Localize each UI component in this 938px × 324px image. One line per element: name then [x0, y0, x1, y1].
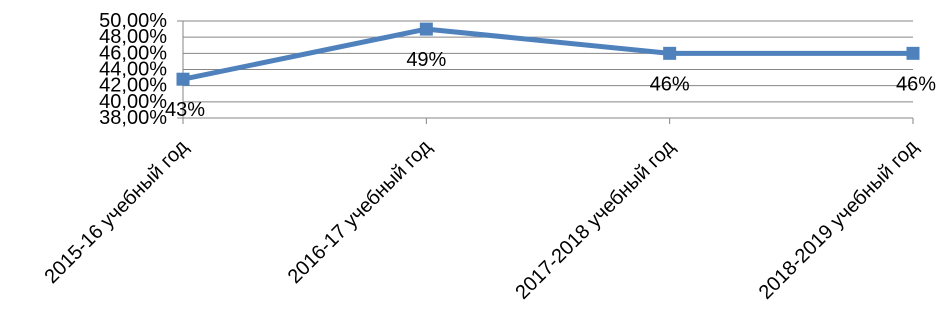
x-category-label: 2016-17 учебный год	[284, 136, 436, 288]
x-category-label: 2018-2019 учебный год	[755, 136, 923, 304]
data-point-marker	[663, 46, 677, 60]
gridlines	[183, 20, 913, 119]
data-labels: 43% 49% 46% 46%	[165, 49, 936, 121]
y-tick-label: 46,00%	[99, 42, 167, 64]
data-label: 43%	[165, 99, 205, 121]
y-tick-label: 50,00%	[99, 10, 167, 32]
x-axis-category-labels: 2015-16 учебный год 2016-17 учебный год 20…	[40, 136, 922, 304]
y-tick-label: 48,00%	[99, 26, 167, 48]
y-tick-label: 42,00%	[99, 75, 167, 97]
data-point-marker	[176, 72, 190, 86]
series-markers	[176, 22, 920, 86]
data-label: 46%	[896, 73, 936, 95]
y-tick-label: 40,00%	[99, 91, 167, 113]
y-tick-label: 38,00%	[99, 107, 167, 129]
axes	[177, 20, 913, 119]
series-lines	[182, 26, 913, 82]
x-category-label: 2015-16 учебный год	[40, 136, 192, 288]
x-axis-tick-marks	[182, 118, 914, 124]
y-tick-label: 44,00%	[99, 59, 167, 81]
data-point-marker	[419, 22, 433, 36]
series-line	[182, 26, 913, 82]
y-axis-tick-labels: 38,00%40,00%42,00%44,00%46,00%48,00%50,0…	[99, 10, 167, 129]
data-point-marker	[906, 46, 920, 60]
data-label: 46%	[650, 73, 690, 95]
x-category-label: 2017-2018 учебный год	[511, 136, 679, 304]
data-label: 49%	[406, 49, 446, 71]
